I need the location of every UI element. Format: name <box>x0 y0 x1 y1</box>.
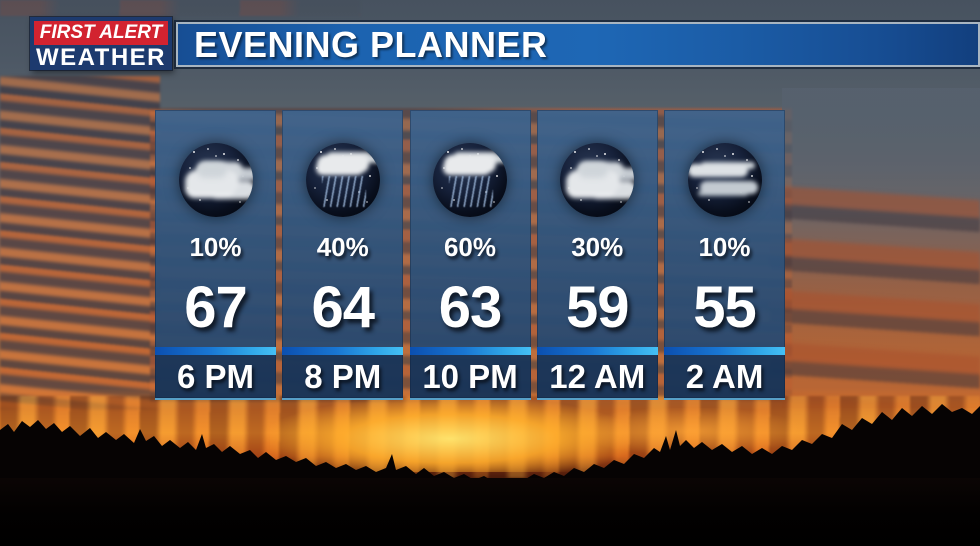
header-banner: EVENING PLANNER <box>176 22 980 67</box>
time-label: 12 AM <box>536 355 658 398</box>
mostly-cloudy-night-icon <box>178 143 253 217</box>
brand-logo: FIRST ALERT WEATHER <box>30 17 172 71</box>
temperature-label: 55 <box>693 274 757 340</box>
forecast-column: 10% 67 6 PM <box>155 110 276 400</box>
time-divider-bar <box>282 347 404 355</box>
time-label: 8 PM <box>282 355 404 398</box>
left-striated-clouds <box>0 76 160 410</box>
precip-chance-label: 60% <box>443 232 497 262</box>
time-divider-bar <box>664 347 785 355</box>
right-red-clouds <box>770 180 980 410</box>
time-label: 10 PM <box>409 355 531 398</box>
temperature-label: 63 <box>438 274 503 340</box>
weather-icon-wrap <box>537 110 658 217</box>
time-divider-bar <box>409 347 531 355</box>
temperature-label: 59 <box>565 274 630 340</box>
weather-icon-wrap <box>155 110 276 217</box>
forecast-panel: 10% 67 6 PM 40% 64 8 PM 60% 63 10 PM 30%… <box>155 110 785 400</box>
time-divider-bar <box>536 347 658 355</box>
forecast-column: 60% 63 10 PM <box>409 110 531 400</box>
brand-line2: WEATHER <box>35 43 167 71</box>
time-divider-bar <box>155 347 276 355</box>
partly-cloudy-night-icon <box>687 143 762 217</box>
weather-icon-wrap <box>664 110 785 217</box>
time-label: 6 PM <box>155 355 276 398</box>
brand-line1: FIRST ALERT <box>39 22 163 43</box>
mostly-cloudy-night-icon <box>560 143 635 217</box>
precip-chance-label: 10% <box>189 232 242 262</box>
forecast-column: 40% 64 8 PM <box>282 110 404 400</box>
time-label: 2 AM <box>664 355 785 398</box>
dark-foreground <box>0 478 980 546</box>
forecast-column: 30% 59 12 AM <box>536 110 658 400</box>
page-title: EVENING PLANNER <box>194 23 548 65</box>
weather-icon-wrap <box>282 110 403 217</box>
weather-icon-wrap <box>410 110 531 217</box>
precip-chance-label: 10% <box>698 232 751 262</box>
rain-night-icon <box>433 143 507 217</box>
precip-chance-label: 40% <box>316 232 369 262</box>
top-cloud-streaks <box>0 0 360 16</box>
temperature-label: 67 <box>184 274 248 340</box>
brand-red-band: FIRST ALERT <box>34 21 168 45</box>
precip-chance-label: 30% <box>571 232 624 262</box>
temperature-label: 64 <box>311 274 375 340</box>
brand-word-row: WEATHER <box>30 43 172 71</box>
sunset-glow <box>270 398 630 472</box>
rain-night-icon <box>305 143 380 217</box>
forecast-column: 10% 55 2 AM <box>664 110 785 400</box>
